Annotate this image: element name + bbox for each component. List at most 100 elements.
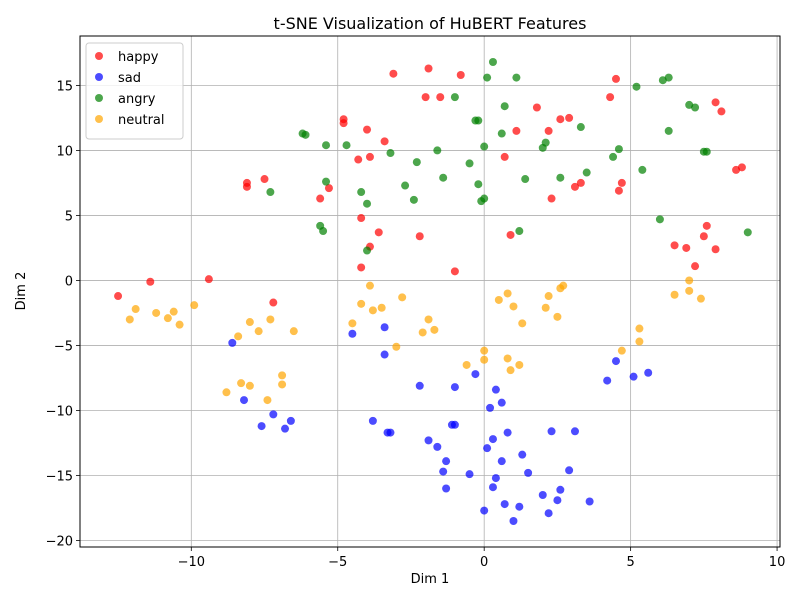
point-angry — [301, 130, 310, 139]
point-sad — [415, 381, 424, 390]
point-angry — [500, 102, 509, 111]
point-angry — [541, 138, 550, 147]
point-neutral — [494, 295, 503, 304]
point-neutral — [289, 327, 298, 336]
point-happy — [682, 243, 691, 252]
point-neutral — [559, 281, 568, 290]
point-sad — [488, 483, 497, 492]
point-neutral — [509, 302, 518, 311]
point-happy — [737, 163, 746, 172]
point-happy — [570, 182, 579, 191]
point-sad — [442, 457, 451, 466]
point-happy — [339, 119, 348, 128]
point-happy — [146, 277, 155, 286]
point-neutral — [245, 381, 254, 390]
point-sad — [491, 474, 500, 483]
point-sad — [380, 350, 389, 359]
point-happy — [699, 232, 708, 241]
legend-label-angry: angry — [118, 92, 156, 107]
point-neutral — [190, 301, 199, 310]
point-neutral — [503, 289, 512, 298]
point-angry — [521, 175, 530, 184]
point-angry — [609, 152, 618, 161]
point-neutral — [553, 312, 562, 321]
point-angry — [401, 181, 410, 190]
point-happy — [544, 126, 553, 135]
y-tick-label: 15 — [56, 79, 73, 94]
point-sad — [603, 376, 612, 385]
point-sad — [439, 467, 448, 476]
point-sad — [518, 450, 527, 459]
point-sad — [386, 428, 395, 437]
legend-label-sad: sad — [118, 71, 141, 86]
point-angry — [266, 188, 275, 197]
y-tick-label: 10 — [56, 144, 73, 159]
point-happy — [316, 194, 325, 203]
point-angry — [497, 129, 506, 138]
point-neutral — [617, 346, 626, 355]
point-angry — [433, 146, 442, 155]
point-angry — [322, 177, 331, 186]
point-angry — [556, 173, 565, 182]
point-happy — [357, 214, 366, 223]
point-happy — [670, 241, 679, 250]
point-angry — [614, 145, 623, 154]
point-angry — [576, 123, 585, 132]
point-angry — [342, 141, 351, 150]
point-sad — [488, 435, 497, 444]
point-angry — [363, 199, 372, 208]
point-angry — [664, 73, 673, 82]
point-neutral — [430, 325, 439, 334]
point-happy — [204, 275, 213, 284]
point-sad — [644, 368, 653, 377]
point-neutral — [357, 299, 366, 308]
legend-label-neutral: neutral — [118, 113, 165, 128]
point-sad — [424, 436, 433, 445]
point-sad — [538, 490, 547, 499]
point-neutral — [237, 379, 246, 388]
point-angry — [480, 194, 489, 203]
point-happy — [365, 152, 374, 161]
plot-frame — [79, 35, 781, 548]
point-sad — [240, 396, 249, 405]
legend-box — [85, 42, 184, 140]
point-sad — [553, 496, 562, 505]
point-sad — [269, 410, 278, 419]
point-happy — [606, 93, 615, 102]
point-sad — [486, 403, 495, 412]
y-tick-label: 0 — [65, 274, 73, 289]
legend-marker-angry — [95, 94, 103, 102]
point-happy — [702, 221, 711, 230]
point-sad — [497, 398, 506, 407]
point-sad — [503, 428, 512, 437]
point-angry — [465, 159, 474, 168]
point-happy — [611, 74, 620, 83]
grid — [80, 36, 780, 547]
point-neutral — [263, 396, 272, 405]
point-angry — [702, 147, 711, 156]
point-angry — [412, 158, 421, 167]
y-tick-label: −15 — [46, 469, 73, 484]
point-happy — [415, 232, 424, 241]
y-tick-label: 5 — [65, 209, 73, 224]
point-sad — [281, 424, 290, 433]
point-neutral — [635, 324, 644, 333]
point-sad — [480, 506, 489, 515]
point-happy — [506, 230, 515, 239]
point-neutral — [398, 293, 407, 302]
point-happy — [711, 98, 720, 107]
x-tick-label: 5 — [626, 555, 634, 570]
y-tick-label: −5 — [54, 339, 73, 354]
point-angry — [512, 73, 521, 82]
x-axis-label: Dim 1 — [411, 572, 450, 587]
axis-ticks: −10 −5 0 5 10 −20 −15 −10 −5 0 5 10 15 — [46, 79, 786, 570]
point-neutral — [163, 314, 172, 323]
point-neutral — [175, 320, 184, 329]
point-neutral — [234, 332, 243, 341]
point-neutral — [506, 366, 515, 375]
point-neutral — [365, 281, 374, 290]
point-angry — [664, 126, 673, 135]
point-angry — [743, 228, 752, 237]
point-happy — [357, 263, 366, 272]
point-neutral — [266, 315, 275, 324]
